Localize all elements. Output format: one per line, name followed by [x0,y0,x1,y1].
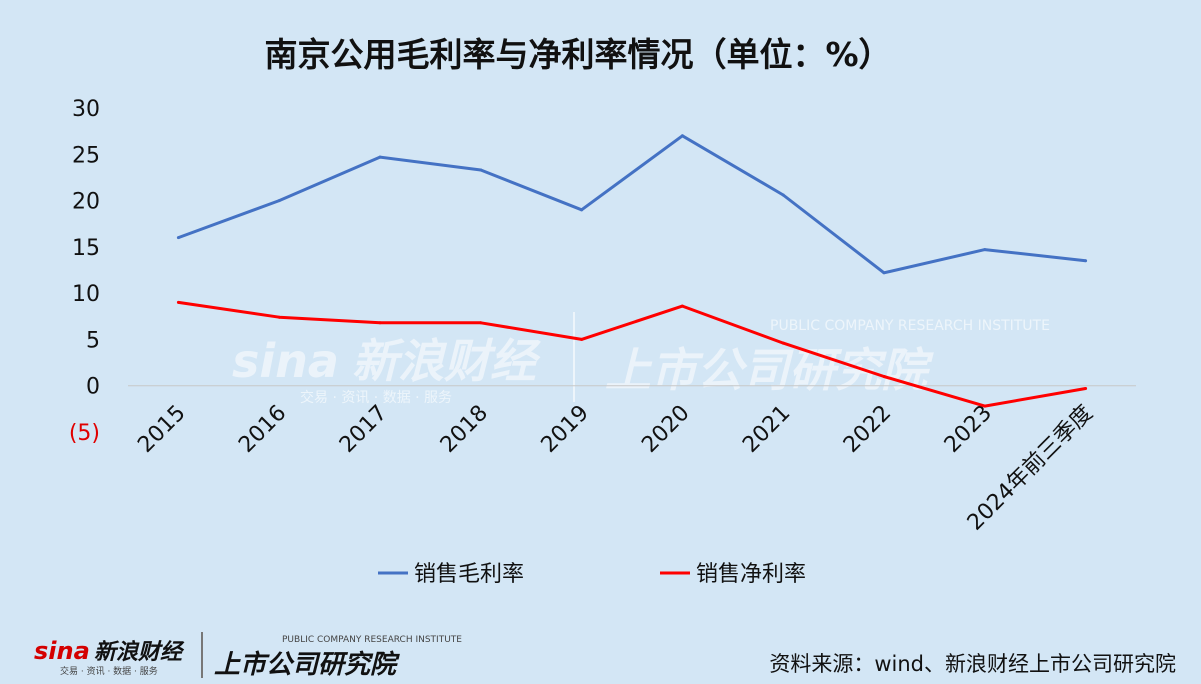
y-tick-label: 30 [72,97,100,122]
data-point [983,248,987,252]
y-tick-label: 0 [86,375,100,400]
data-point [479,321,483,325]
footer-sina-name: 新浪财经 [94,639,185,665]
watermark-sina-name: 新浪财经 [352,334,541,388]
data-point [580,208,584,212]
data-point [378,321,382,325]
data-point [983,404,987,408]
watermark-sina-tagline: 交易 · 资讯 · 数据 · 服务 [300,389,452,406]
data-point [680,134,684,138]
chart-title: 南京公用毛利率与净利率情况（单位：%） [264,35,891,74]
series-line-net-margin [178,300,1086,408]
legend: 销售毛利率 销售净利率 [378,562,806,587]
watermark-institute-name: 上市公司研究院 [605,343,934,397]
watermark-divider [573,312,575,402]
y-tick-label: 10 [72,282,100,307]
y-tick-label: 15 [72,236,100,261]
data-point [1084,386,1088,390]
series-layer [176,134,1088,408]
footer-sina-logo: sina [34,637,90,665]
watermark-sina-logo: sina [232,334,339,388]
data-point [882,271,886,275]
data-point [176,236,180,240]
footer-institute-name: 上市公司研究院 [214,650,400,680]
data-point [680,304,684,308]
watermark: sina 新浪财经 交易 · 资讯 · 数据 · 服务 PUBLIC COMPA… [232,312,1050,406]
data-point [277,199,281,203]
footer-divider [201,632,203,678]
data-point [479,168,483,172]
y-tick-label: 25 [72,143,100,168]
y-tick-label: 20 [72,190,100,215]
footer-logo: sina 新浪财经 交易 · 资讯 · 数据 · 服务 PUBLIC COMPA… [34,632,462,680]
legend-label-net-margin: 销售净利率 [696,562,806,587]
data-point [882,374,886,378]
y-axis: 30 25 20 15 10 5 0 (5) [69,97,100,446]
data-point [176,300,180,304]
data-point [1084,259,1088,263]
y-tick-label: 5 [86,328,100,353]
data-point [277,315,281,319]
data-point [781,341,785,345]
data-point [781,193,785,197]
data-point [378,155,382,159]
series-line-gross-margin [177,134,1086,275]
legend-label-gross-margin: 销售毛利率 [414,562,524,587]
watermark-institute-en: PUBLIC COMPANY RESEARCH INSTITUTE [770,318,1050,334]
source-note: 资料来源：wind、新浪财经上市公司研究院 [769,652,1176,676]
footer-institute-en: PUBLIC COMPANY RESEARCH INSTITUTE [282,635,462,645]
data-point [580,337,584,341]
y-tick-label: (5) [69,421,100,446]
footer-sina-tagline: 交易 · 资讯 · 数据 · 服务 [60,665,158,677]
